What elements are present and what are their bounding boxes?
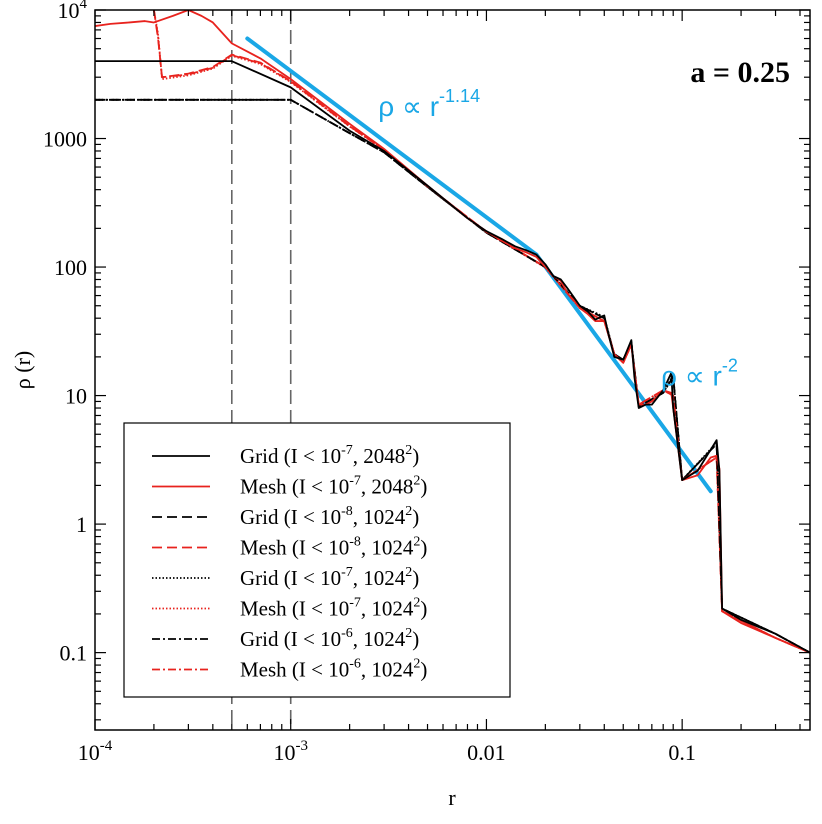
y-tick-label: 1	[76, 512, 87, 537]
chart-title: a = 0.25	[690, 56, 790, 89]
x-tick-label: 0.1	[668, 740, 696, 765]
series-line	[95, 60, 810, 654]
fit-annotation: ρ ∝ r-1.14	[378, 86, 480, 122]
legend-entry: Mesh (I < 10-8, 10242)	[240, 535, 427, 560]
legend-entry: Mesh (I < 10-7, 20482)	[240, 474, 427, 499]
power-law-fits	[245, 36, 713, 494]
y-tick-label: 104	[58, 0, 88, 23]
axis-ticks	[94, 9, 810, 730]
legend-entry: Grid (I < 10-7, 20482)	[240, 443, 419, 468]
x-axis-label: r	[448, 785, 456, 810]
y-tick-label: 0.1	[60, 641, 88, 666]
legend-entry: Mesh (I < 10-7, 10242)	[240, 596, 427, 621]
legend-entry: Mesh (I < 10-6, 10242)	[240, 657, 427, 682]
legend-entry: Grid (I < 10-8, 10242)	[240, 504, 419, 529]
power-law-fit-line	[534, 252, 713, 494]
power-law-fit-line	[245, 36, 539, 257]
legend-entry: Grid (I < 10-7, 10242)	[240, 565, 419, 590]
x-tick-label: 10-4	[78, 738, 113, 765]
x-tick-label: 10-3	[273, 738, 308, 765]
data-series	[95, 10, 810, 654]
y-axis-label: ρ (r)	[10, 351, 35, 389]
axis-tick-labels: 10-4 10-3 0.01 0.1 0.1 1 10 100 1000 104	[43, 0, 696, 765]
fit-annotations: ρ ∝ r-1.14 ρ ∝ r-2	[378, 86, 738, 392]
x-tick-label: 0.01	[467, 740, 506, 765]
legend-box	[123, 422, 511, 698]
plot-frame	[94, 9, 811, 731]
y-tick-label: 10	[65, 384, 87, 409]
legend-entry: Grid (I < 10-6, 10242)	[240, 626, 419, 651]
y-tick-label: 100	[54, 255, 87, 280]
legend: Grid (I < 10-7, 20482) Mesh (I < 10-7, 20…	[123, 422, 511, 698]
fit-annotation: ρ ∝ r-2	[661, 355, 738, 391]
y-tick-label: 1000	[43, 127, 87, 152]
